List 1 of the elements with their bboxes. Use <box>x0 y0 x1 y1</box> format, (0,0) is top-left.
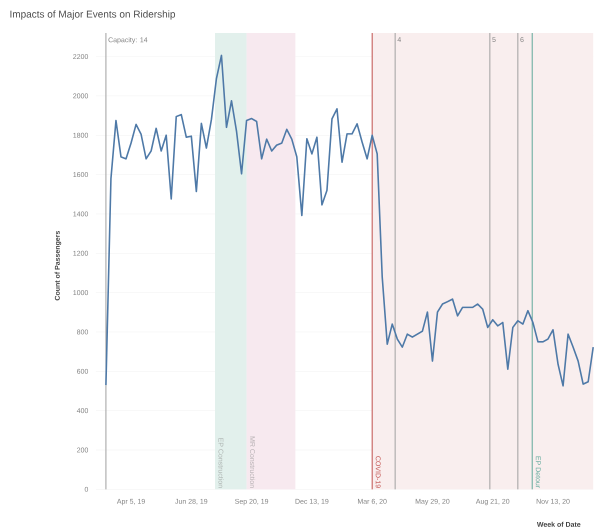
chart-title: Impacts of Major Events on Ridership <box>10 10 176 20</box>
